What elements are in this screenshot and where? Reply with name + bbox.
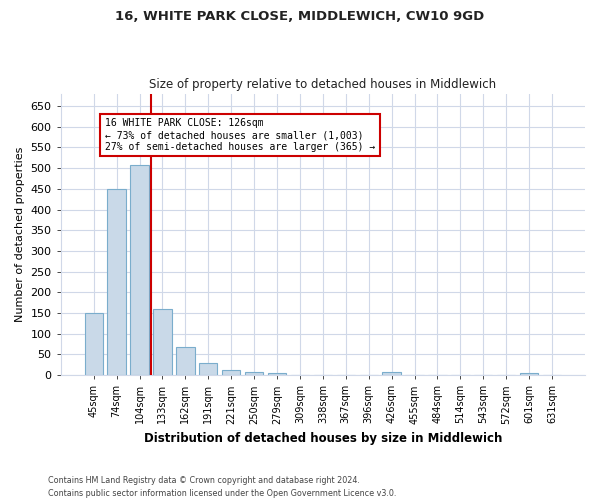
Text: Contains HM Land Registry data © Crown copyright and database right 2024.
Contai: Contains HM Land Registry data © Crown c… xyxy=(48,476,397,498)
Bar xyxy=(153,309,172,375)
Bar xyxy=(107,189,126,375)
Bar xyxy=(520,372,538,375)
Text: 16 WHITE PARK CLOSE: 126sqm
← 73% of detached houses are smaller (1,003)
27% of : 16 WHITE PARK CLOSE: 126sqm ← 73% of det… xyxy=(105,118,376,152)
Title: Size of property relative to detached houses in Middlewich: Size of property relative to detached ho… xyxy=(149,78,496,91)
Text: 16, WHITE PARK CLOSE, MIDDLEWICH, CW10 9GD: 16, WHITE PARK CLOSE, MIDDLEWICH, CW10 9… xyxy=(115,10,485,23)
Y-axis label: Number of detached properties: Number of detached properties xyxy=(15,146,25,322)
X-axis label: Distribution of detached houses by size in Middlewich: Distribution of detached houses by size … xyxy=(143,432,502,445)
Bar xyxy=(222,370,241,375)
Bar xyxy=(268,373,286,375)
Bar xyxy=(382,372,401,375)
Bar xyxy=(245,372,263,375)
Bar xyxy=(199,362,217,375)
Bar xyxy=(85,313,103,375)
Bar xyxy=(176,347,194,375)
Bar xyxy=(130,165,149,375)
